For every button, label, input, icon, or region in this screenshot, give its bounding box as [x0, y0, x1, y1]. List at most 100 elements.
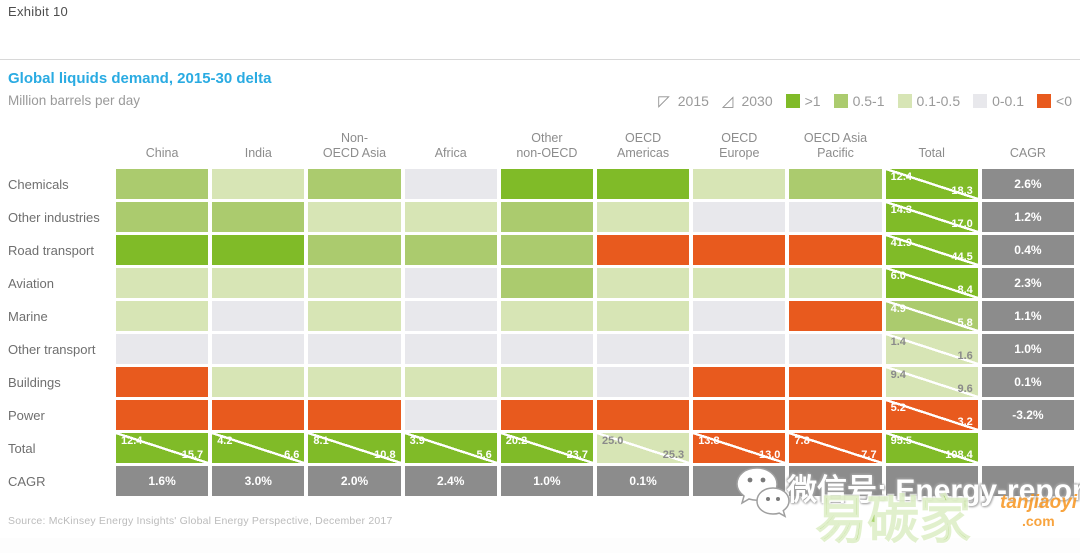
report-page: Exhibit 10 Global liquids demand, 2015-3… — [0, 4, 1080, 551]
value-2015: 4.9 — [890, 303, 906, 315]
value-2015: 14.3 — [890, 204, 913, 216]
column-total-cell: 25.0 25.3 — [596, 433, 690, 463]
row-total-cell: 5.2 3.2 — [885, 400, 978, 430]
row-cagr-cell: 1.2% — [981, 202, 1074, 232]
legend-swatch-icon — [785, 94, 800, 108]
value-2030: 7.7 — [861, 449, 877, 461]
column-header: India — [244, 146, 272, 161]
heat-cell — [116, 202, 209, 232]
heat-cell — [789, 334, 882, 364]
legend-bin-label: >1 — [804, 93, 821, 109]
row-label: Aviation — [8, 275, 55, 291]
legend-swatch-icon — [973, 94, 988, 108]
header-spacer — [8, 124, 112, 166]
value-2030: 8.4 — [957, 284, 973, 296]
legend-2030-label: 2030 — [741, 93, 773, 109]
heat-cell — [116, 334, 209, 364]
row-total-cell: 12.4 18.3 — [885, 169, 978, 199]
value-2015: 25.0 — [601, 435, 624, 447]
row-label: Chemicals — [8, 176, 69, 192]
column-cagr-cell: 2.4% — [404, 466, 497, 496]
heat-cell — [212, 268, 305, 298]
column-cagr-cell — [789, 466, 882, 496]
heat-cell — [116, 301, 209, 331]
row-label: Road transport — [8, 242, 94, 258]
heat-cell — [693, 301, 786, 331]
heat-cell — [116, 169, 209, 199]
legend-bin-label: <0 — [1056, 93, 1072, 109]
legend-bin: 0.5-1 — [833, 93, 885, 109]
value-2030: 6.6 — [284, 449, 300, 461]
column-cagr-cell: 1.0% — [500, 466, 593, 496]
heat-cell — [500, 169, 593, 199]
value-2015: 1.4 — [890, 336, 906, 348]
value-2015: 6.0 — [890, 270, 906, 282]
exhibit-label: Exhibit 10 — [8, 4, 69, 19]
column-cagr-cell — [885, 466, 978, 496]
column-total-cell: 3.9 5.6 — [404, 433, 497, 463]
heat-cell — [789, 202, 882, 232]
value-2030: 44.5 — [951, 251, 973, 263]
column-cagr-cell: 2.0% — [308, 466, 401, 496]
column-cagr-cell: 3.0% — [212, 466, 305, 496]
grand-total-cell: 95.5 108.4 — [885, 433, 978, 463]
legend-bins: >1 0.5-1 0.1-0.5 0-0.1 <0 — [785, 93, 1072, 109]
value-2030: 3.2 — [957, 416, 973, 428]
heat-cell — [596, 367, 690, 397]
heat-cell — [693, 235, 786, 265]
heat-cell — [500, 334, 593, 364]
column-header: OECD Europe — [719, 130, 760, 161]
heat-cell — [596, 268, 690, 298]
brand-domain-watermark: .com — [1022, 513, 1055, 529]
heat-cell — [212, 202, 305, 232]
heat-cell — [693, 367, 786, 397]
legend-bin-label: 0.1-0.5 — [916, 93, 961, 109]
row-label: Other transport — [8, 341, 96, 357]
heat-cell — [596, 202, 690, 232]
heat-cell — [500, 367, 593, 397]
column-total-cell: 13.8 13.0 — [693, 433, 786, 463]
row-total-cell: 41.9 44.5 — [885, 235, 978, 265]
row-cagr-cell: -3.2% — [981, 400, 1074, 430]
heat-cell — [404, 301, 497, 331]
heat-cell — [789, 235, 882, 265]
column-header: Non- OECD Asia — [322, 130, 387, 161]
heat-cell — [116, 367, 209, 397]
column-total-cell: 8.1 10.8 — [308, 433, 401, 463]
heat-cell — [116, 400, 209, 430]
column-header: Total — [918, 146, 945, 161]
column-total-cell: 4.2 6.6 — [212, 433, 305, 463]
legend-bin: <0 — [1037, 93, 1072, 109]
value-2030: 5.8 — [957, 317, 973, 329]
heat-cell — [500, 301, 593, 331]
value-2015: 3.9 — [409, 435, 425, 447]
column-total-cell: 12.4 15.7 — [116, 433, 209, 463]
heat-cell — [789, 301, 882, 331]
value-2015: 5.2 — [890, 402, 906, 414]
row-cagr-cell: 1.0% — [981, 334, 1074, 364]
heat-cell — [404, 367, 497, 397]
column-cagr-cell: 1.6% — [116, 466, 209, 496]
heat-cell — [308, 400, 401, 430]
row-cagr-cell: 0.4% — [981, 235, 1074, 265]
value-2015: 95.5 — [890, 435, 913, 447]
heat-cell — [596, 169, 690, 199]
heat-cell — [308, 235, 401, 265]
value-2030: 108.4 — [945, 449, 973, 461]
heat-cell — [500, 400, 593, 430]
heat-cell — [789, 400, 882, 430]
heat-cell — [789, 268, 882, 298]
row-total-cell: 1.4 1.6 — [885, 334, 978, 364]
row-label: Marine — [8, 308, 48, 324]
heat-cell — [404, 400, 497, 430]
heat-cell — [404, 268, 497, 298]
value-2015: 20.2 — [505, 435, 528, 447]
heat-cell — [693, 400, 786, 430]
row-cagr-cell: 1.1% — [981, 301, 1074, 331]
heat-cell — [116, 268, 209, 298]
row-label: Buildings — [8, 374, 61, 390]
total-row-label: Total — [8, 440, 36, 456]
chart-subtitle: Million barrels per day — [8, 93, 141, 108]
heat-cell — [308, 301, 401, 331]
triangle-upper-left-icon: ◸ — [658, 93, 670, 110]
